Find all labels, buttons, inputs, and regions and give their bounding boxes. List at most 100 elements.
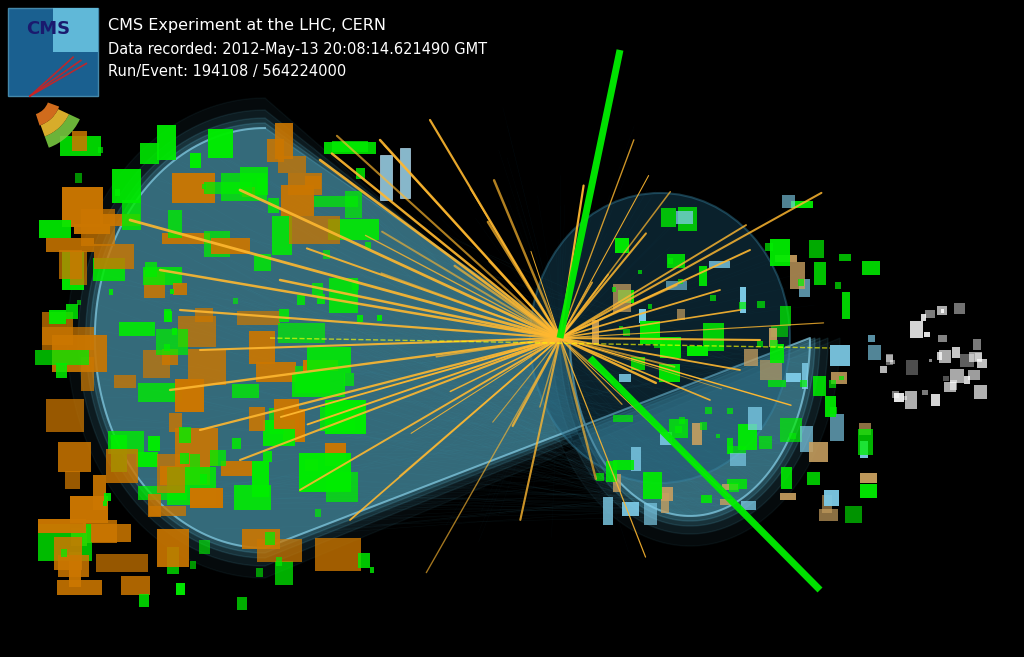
Bar (299, 453, 351, 492)
Bar (59, 250, 82, 279)
Bar (785, 373, 802, 382)
Bar (58, 442, 91, 472)
Bar (317, 294, 325, 304)
Bar (741, 501, 757, 510)
Bar (860, 442, 868, 458)
Bar (83, 520, 117, 543)
Bar (323, 250, 331, 260)
Bar (640, 321, 660, 344)
Bar (973, 340, 981, 350)
Bar (189, 453, 201, 467)
Bar (617, 290, 634, 303)
Bar (180, 453, 188, 464)
Bar (297, 294, 305, 305)
Bar (717, 434, 721, 438)
Bar (176, 583, 185, 595)
Bar (961, 355, 974, 367)
Bar (937, 352, 942, 360)
Bar (699, 422, 707, 430)
Bar (249, 407, 265, 431)
Bar (265, 532, 274, 545)
Bar (307, 347, 351, 373)
Wedge shape (41, 109, 69, 137)
Bar (142, 350, 170, 378)
Bar (326, 472, 357, 502)
Bar (315, 538, 361, 571)
Bar (867, 346, 881, 359)
Bar (187, 348, 226, 384)
Bar (829, 414, 845, 441)
Bar (190, 488, 223, 508)
Bar (824, 490, 840, 505)
Bar (202, 184, 206, 189)
Bar (780, 418, 802, 442)
Polygon shape (78, 110, 828, 566)
Bar (42, 312, 73, 346)
Bar (639, 309, 646, 323)
Bar (240, 168, 268, 194)
Bar (106, 449, 138, 483)
Text: Run/Event: 194108 / 564224000: Run/Event: 194108 / 564224000 (108, 64, 346, 79)
Bar (922, 390, 928, 395)
Bar (60, 549, 67, 557)
Bar (140, 143, 159, 164)
Bar (178, 316, 216, 347)
Bar (242, 529, 281, 549)
Bar (273, 399, 299, 429)
Bar (196, 307, 213, 322)
Bar (179, 428, 191, 443)
Bar (760, 361, 782, 380)
Bar (644, 503, 657, 525)
Wedge shape (45, 114, 80, 148)
Text: CMS: CMS (26, 20, 70, 38)
Bar (357, 315, 362, 322)
Bar (161, 466, 210, 486)
Bar (290, 216, 340, 244)
Bar (880, 365, 888, 373)
Bar (164, 311, 172, 322)
Bar (314, 509, 321, 517)
Bar (305, 459, 317, 471)
Bar (727, 478, 748, 489)
Bar (722, 484, 737, 490)
Bar (943, 376, 949, 381)
Bar (807, 472, 820, 485)
Bar (799, 279, 810, 297)
Text: Data recorded: 2012-May-13 20:08:14.621490 GMT: Data recorded: 2012-May-13 20:08:14.6214… (108, 42, 487, 57)
Bar (237, 311, 280, 325)
Bar (830, 345, 850, 366)
Bar (112, 435, 127, 472)
Bar (775, 255, 797, 262)
Bar (53, 8, 98, 52)
Bar (910, 321, 924, 338)
Bar (288, 173, 322, 196)
Bar (676, 426, 682, 433)
Bar (221, 173, 267, 201)
Bar (254, 254, 271, 271)
Bar (941, 309, 944, 313)
Bar (977, 359, 987, 368)
Bar (620, 326, 623, 330)
Bar (740, 288, 745, 313)
Bar (739, 302, 745, 309)
Bar (643, 472, 663, 499)
Bar (61, 251, 84, 290)
Bar (279, 156, 306, 173)
Bar (81, 357, 93, 391)
Bar (765, 243, 772, 250)
Bar (770, 344, 784, 363)
Bar (204, 182, 252, 194)
Bar (137, 383, 182, 402)
Bar (790, 433, 796, 439)
Bar (56, 580, 102, 595)
Bar (82, 209, 116, 246)
Bar (112, 169, 141, 203)
Bar (660, 432, 672, 445)
Bar (208, 129, 233, 158)
Bar (968, 370, 980, 380)
Bar (660, 493, 669, 513)
Bar (74, 224, 110, 234)
Bar (669, 419, 687, 438)
Polygon shape (90, 123, 815, 553)
Bar (157, 125, 176, 160)
